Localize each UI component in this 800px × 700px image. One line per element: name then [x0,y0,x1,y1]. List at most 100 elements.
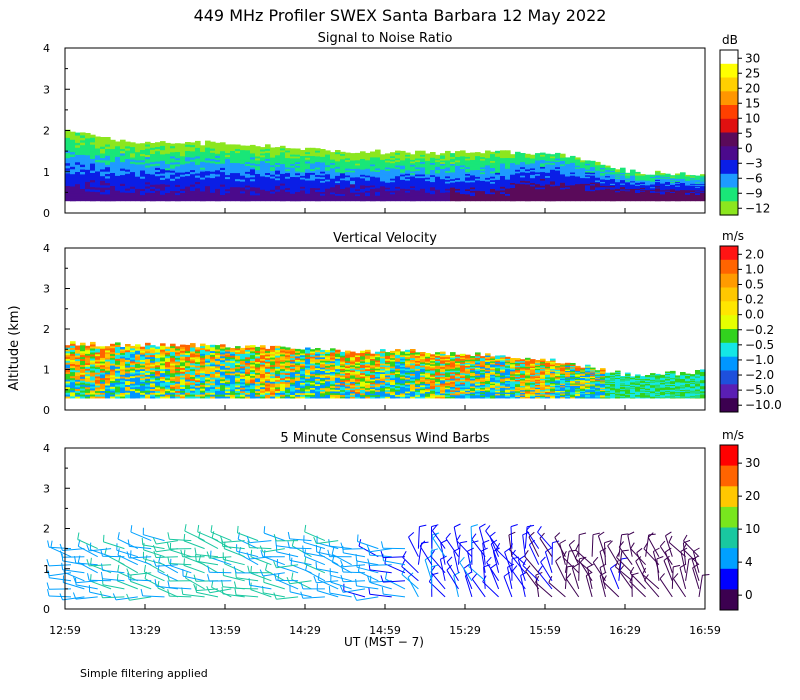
heatmap-cell [175,359,181,362]
heatmap-cell [370,151,376,154]
heatmap-cell [200,347,206,350]
heatmap-cell [550,155,556,159]
heatmap-cell [510,187,516,190]
heatmap-cell [160,384,166,387]
heatmap-cell [255,374,261,377]
heatmap-cell [440,173,446,176]
heatmap-cell [205,189,211,193]
heatmap-cell [525,197,531,200]
heatmap-cell [130,198,136,202]
heatmap-cell [170,145,176,149]
heatmap-cell [615,192,621,195]
heatmap-cell [150,163,156,167]
heatmap-cell [405,173,411,176]
heatmap-cell [695,197,701,199]
heatmap-cell [140,357,146,360]
heatmap-cell [380,195,386,198]
heatmap-cell [140,190,146,194]
heatmap-cell [210,158,216,162]
heatmap-cell [145,194,151,197]
heatmap-cell [70,387,76,391]
heatmap-cell [295,169,301,172]
heatmap-cell [215,161,221,165]
heatmap-cell [355,161,361,164]
heatmap-cell [445,179,451,182]
heatmap-cell [545,177,551,180]
heatmap-cell [210,350,216,353]
heatmap-cell [250,174,256,178]
heatmap-cell [125,394,131,397]
heatmap-cell [365,166,371,169]
heatmap-cell [450,170,456,173]
heatmap-cell [325,195,331,198]
heatmap-cell [190,188,196,191]
heatmap-cell [105,357,111,360]
heatmap-cell [80,382,86,385]
heatmap-cell [70,134,76,138]
heatmap-cell [295,396,301,399]
heatmap-cell [70,161,76,165]
heatmap-cell [295,368,301,371]
heatmap-cell [165,370,171,373]
heatmap-cell [145,384,151,387]
heatmap-cell [280,368,286,371]
heatmap-cell [660,174,666,176]
heatmap-cell [275,179,281,183]
heatmap-cell [155,353,161,357]
heatmap-cell [280,359,286,362]
heatmap-cell [95,346,101,349]
heatmap-cell [300,368,306,371]
heatmap-cell [450,153,456,156]
heatmap-cell [470,178,476,181]
heatmap-cell [450,183,456,186]
heatmap-cell [570,162,576,165]
heatmap-cell [70,379,76,383]
heatmap-cell [125,344,131,347]
heatmap-cell [370,183,376,186]
heatmap-cell [435,166,441,169]
heatmap-cell [95,182,101,186]
heatmap-cell [405,180,411,183]
heatmap-cell [160,164,166,168]
heatmap-cell [285,185,291,189]
heatmap-cell [565,165,571,168]
heatmap-cell [210,377,216,380]
heatmap-cell [180,186,186,189]
heatmap-cell [420,156,426,159]
heatmap-cell [255,357,261,361]
heatmap-cell [275,160,281,163]
heatmap-cell [660,185,666,188]
heatmap-cell [205,345,211,348]
heatmap-cell [205,350,211,354]
heatmap-cell [430,155,436,158]
heatmap-cell [90,172,96,176]
heatmap-cell [565,158,571,161]
heatmap-cell [330,164,336,167]
heatmap-cell [265,390,271,394]
heatmap-cell [495,166,501,170]
heatmap-cell [95,388,101,392]
heatmap-cell [90,181,96,185]
heatmap-cell [270,194,276,198]
heatmap-cell [170,147,176,151]
heatmap-cell [435,163,441,166]
heatmap-cell [415,175,421,179]
heatmap-cell [210,154,216,157]
heatmap-cell [535,161,541,164]
heatmap-cell [235,384,241,388]
heatmap-cell [200,182,206,186]
heatmap-cell [515,160,521,163]
heatmap-cell [420,188,426,191]
heatmap-cell [260,162,266,165]
heatmap-cell [350,161,356,164]
heatmap-cell [295,394,301,397]
heatmap-cell [130,181,136,185]
heatmap-cell [220,196,226,200]
heatmap-cell [225,363,231,366]
heatmap-cell [135,395,141,399]
heatmap-cell [240,372,246,376]
heatmap-cell [190,356,196,360]
heatmap-cell [160,153,166,157]
heatmap-cell [540,166,546,169]
heatmap-cell [525,173,531,177]
